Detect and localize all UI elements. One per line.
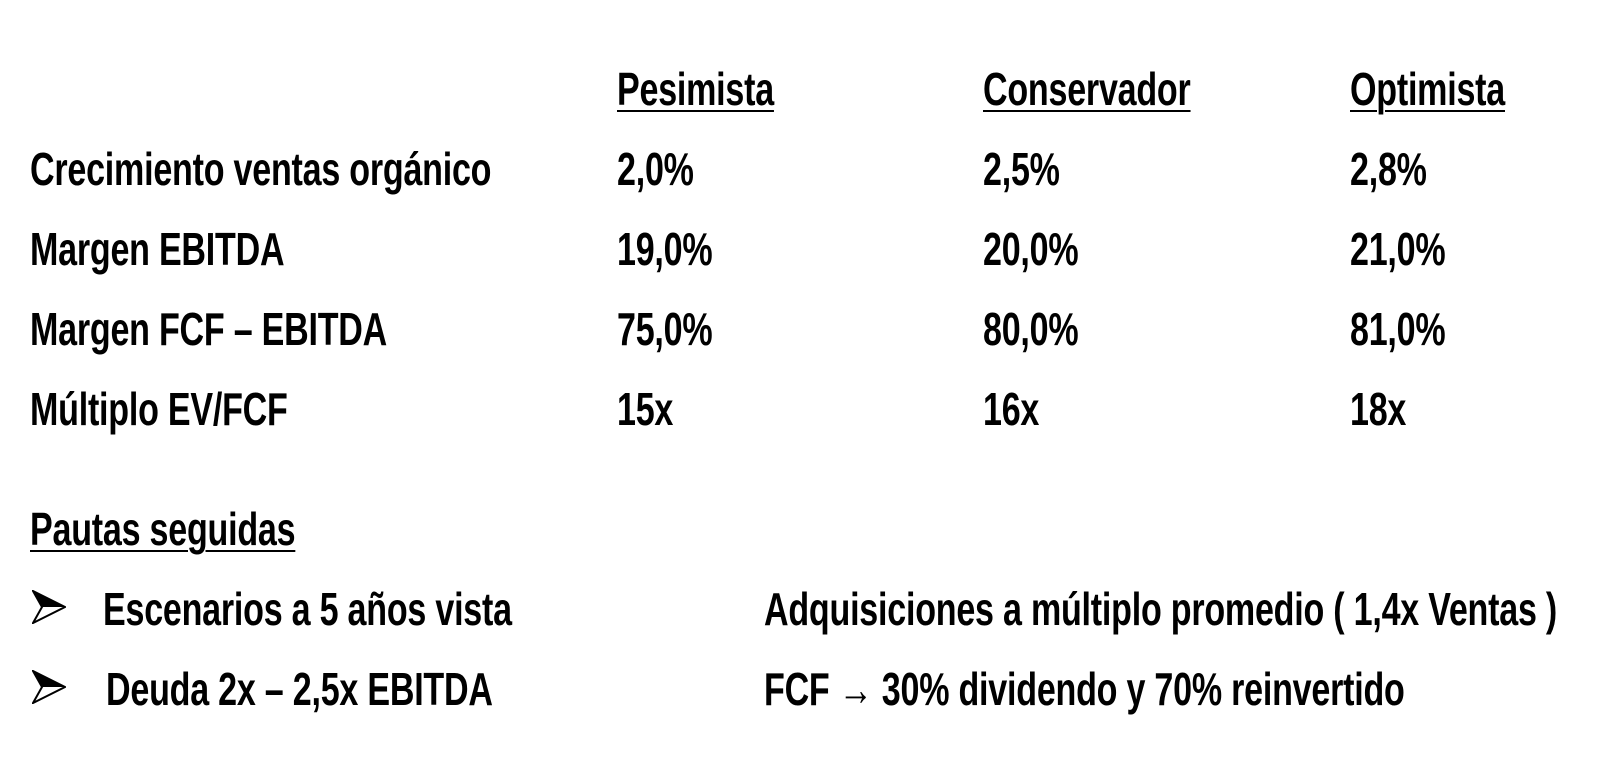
cell-margen-fcf-pesimista: 75,0% [617, 303, 713, 355]
header-optimista: Optimista [1350, 63, 1505, 115]
cell-margen-fcf-optimista: 81,0% [1350, 303, 1446, 355]
bullet-deuda: Deuda 2x – 2,5x EBITDA [106, 663, 493, 715]
cell-margen-ebitda-conservador: 20,0% [983, 223, 1079, 275]
cell-margen-ebitda-pesimista: 19,0% [617, 223, 713, 275]
cell-multiplo-optimista: 18x [1350, 383, 1407, 435]
arrowhead-bullet-icon [32, 670, 66, 704]
bullet-escenarios: Escenarios a 5 años vista [103, 583, 512, 635]
cell-crecimiento-optimista: 2,8% [1350, 143, 1427, 195]
cell-crecimiento-pesimista: 2,0% [617, 143, 694, 195]
cell-multiplo-pesimista: 15x [617, 383, 674, 435]
cell-margen-fcf-conservador: 80,0% [983, 303, 1079, 355]
row-label-multiplo: Múltiplo EV/FCF [30, 383, 288, 435]
cell-crecimiento-conservador: 2,5% [983, 143, 1060, 195]
header-conservador: Conservador [983, 63, 1191, 115]
row-label-margen-fcf: Margen FCF – EBITDA [30, 303, 388, 355]
arrowhead-bullet-icon [32, 590, 66, 624]
cell-multiplo-conservador: 16x [983, 383, 1040, 435]
guidelines-title: Pautas seguidas [30, 503, 296, 555]
note-adquisiciones: Adquisiciones a múltiplo promedio ( 1,4x… [764, 583, 1558, 635]
cell-margen-ebitda-optimista: 21,0% [1350, 223, 1446, 275]
note-fcf: FCF → 30% dividendo y 70% reinvertido [764, 663, 1405, 715]
row-label-crecimiento: Crecimiento ventas orgánico [30, 143, 492, 195]
header-pesimista: Pesimista [617, 63, 774, 115]
row-label-margen-ebitda: Margen EBITDA [30, 223, 285, 275]
